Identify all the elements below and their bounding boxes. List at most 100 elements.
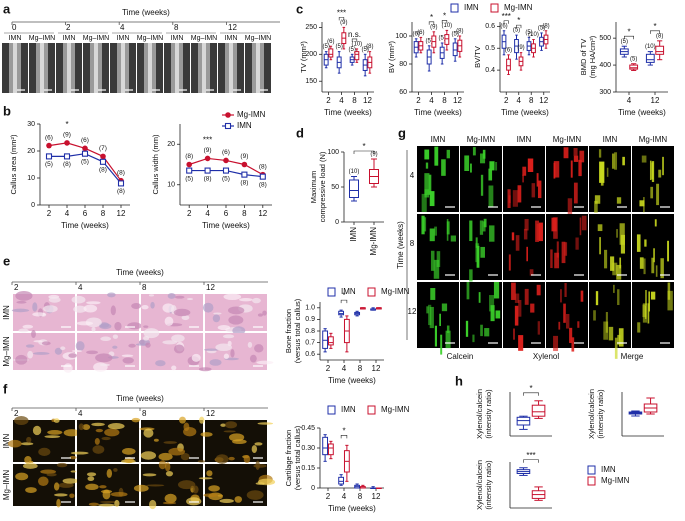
row-label: Mg–IMN bbox=[2, 336, 11, 366]
significance-bracket bbox=[340, 435, 348, 439]
fluorescent-bone bbox=[603, 321, 609, 340]
legend-label: IMN bbox=[601, 465, 616, 474]
x-tick-label: 12 bbox=[372, 364, 381, 373]
fluorescent-bone bbox=[655, 265, 658, 277]
n-label: (8) bbox=[456, 29, 463, 35]
x-axis-label: Time (weeks) bbox=[324, 108, 372, 117]
n-label: (5) bbox=[348, 47, 355, 53]
tissue-texture bbox=[253, 464, 267, 468]
group-label: Mg–IMN bbox=[29, 35, 55, 42]
tissue-texture bbox=[192, 485, 199, 494]
fluorescent-bone bbox=[489, 225, 495, 242]
timepoint-label: 2 bbox=[14, 409, 19, 418]
tissue-texture bbox=[85, 483, 99, 491]
fluorescent-bone bbox=[622, 156, 625, 166]
n-label: (5) bbox=[538, 26, 545, 32]
fluorescent-bone bbox=[594, 200, 598, 213]
fluorescent-bone bbox=[612, 262, 618, 276]
fluorescent-bone bbox=[527, 158, 534, 173]
fluorescent-bone bbox=[553, 162, 556, 179]
tissue-texture bbox=[199, 416, 205, 424]
tissue-texture bbox=[122, 357, 134, 364]
marker bbox=[82, 145, 88, 152]
n-label: (5) bbox=[525, 30, 532, 36]
tissue-texture bbox=[239, 298, 253, 302]
fluorescent-bone bbox=[647, 303, 650, 324]
fluorescent-bone bbox=[480, 174, 484, 196]
n-label: (5) bbox=[425, 38, 432, 44]
fluorescent-bone bbox=[426, 306, 429, 314]
fluorescent-bone bbox=[472, 334, 475, 343]
fluorescent-bone bbox=[531, 183, 536, 198]
y-axis-label: BV/TV bbox=[473, 46, 482, 68]
x-tick-label: 6 bbox=[83, 209, 88, 218]
fluorescent-bone bbox=[513, 328, 515, 340]
fluorescent-bone bbox=[445, 330, 451, 349]
y-tick-label: 0.7 bbox=[305, 339, 315, 346]
fluorescent-bone bbox=[424, 189, 430, 198]
nail-shadow bbox=[94, 43, 98, 93]
tissue-texture bbox=[44, 435, 61, 439]
tissue-texture bbox=[86, 301, 101, 305]
fluorescent-bone bbox=[654, 219, 657, 227]
fluorescent-bone bbox=[429, 228, 435, 242]
significance-label: * bbox=[443, 12, 446, 21]
nail-shadow bbox=[67, 43, 71, 93]
fluorescent-bone bbox=[606, 167, 609, 177]
legend-swatch bbox=[327, 287, 336, 297]
fluorescent-bone bbox=[480, 246, 485, 258]
x-tick-label: 12 bbox=[651, 96, 660, 105]
x-tick-label: 8 bbox=[358, 364, 363, 373]
x-tick-label: 12 bbox=[258, 209, 267, 218]
y-axis-label: Callus width (mm) bbox=[151, 134, 160, 195]
y-axis-label: Xylenol/calcein bbox=[587, 389, 596, 439]
y-tick-label: 0.15 bbox=[301, 465, 315, 472]
marker bbox=[46, 142, 52, 149]
fluorescent-bone bbox=[660, 258, 664, 279]
fluorescent-bone bbox=[563, 147, 569, 159]
n-label: (8) bbox=[117, 188, 125, 195]
fluorescent-bone bbox=[514, 293, 520, 303]
n-label: (5) bbox=[513, 28, 520, 34]
x-tick-label: 4 bbox=[342, 492, 347, 501]
fluorescent-bone bbox=[450, 235, 456, 242]
tissue-texture bbox=[143, 328, 160, 339]
n-label: (6) bbox=[500, 23, 507, 29]
fluorescent-bone bbox=[608, 326, 614, 341]
legend-swatch bbox=[367, 405, 376, 415]
x-tick-label: 2 bbox=[326, 96, 331, 105]
nail-shadow bbox=[40, 43, 44, 93]
box bbox=[645, 53, 655, 63]
fluorescent-bone bbox=[522, 174, 524, 183]
x-axis-label: Time (weeks) bbox=[501, 108, 549, 117]
tissue-texture bbox=[100, 336, 112, 342]
fluorescent-bone bbox=[465, 320, 469, 337]
timepoint-label: 8 bbox=[174, 23, 179, 32]
fluorescent-bone bbox=[605, 312, 608, 333]
fluorescent-bone bbox=[580, 290, 584, 302]
fluorescent-bone bbox=[667, 290, 673, 311]
marker bbox=[186, 167, 193, 174]
nail-shadow bbox=[229, 43, 233, 93]
column-label: IMN bbox=[603, 135, 618, 144]
tissue-texture bbox=[48, 296, 61, 303]
significance-bracket bbox=[351, 38, 358, 42]
panel-label: f bbox=[3, 381, 8, 396]
group-label: Mg–IMN bbox=[83, 35, 109, 42]
fluorescent-bone bbox=[667, 282, 671, 300]
x-tick-label: 4 bbox=[339, 96, 344, 105]
fluorescent-bone bbox=[595, 291, 599, 306]
fluorescent-bone bbox=[478, 292, 481, 303]
row-label: 4 bbox=[410, 171, 415, 180]
fluorescent-bone bbox=[536, 284, 541, 296]
tissue-texture bbox=[148, 294, 155, 297]
fluorescent-bone bbox=[611, 153, 615, 169]
box bbox=[327, 443, 334, 456]
fluorescent-bone bbox=[518, 335, 524, 351]
n-label: (8) bbox=[99, 167, 107, 174]
y-tick-label: 0 bbox=[311, 485, 315, 492]
timepoint-label: 4 bbox=[78, 283, 83, 292]
fluorescent-bone bbox=[428, 304, 432, 326]
row-label: 8 bbox=[410, 239, 415, 248]
tissue-texture bbox=[208, 485, 220, 492]
